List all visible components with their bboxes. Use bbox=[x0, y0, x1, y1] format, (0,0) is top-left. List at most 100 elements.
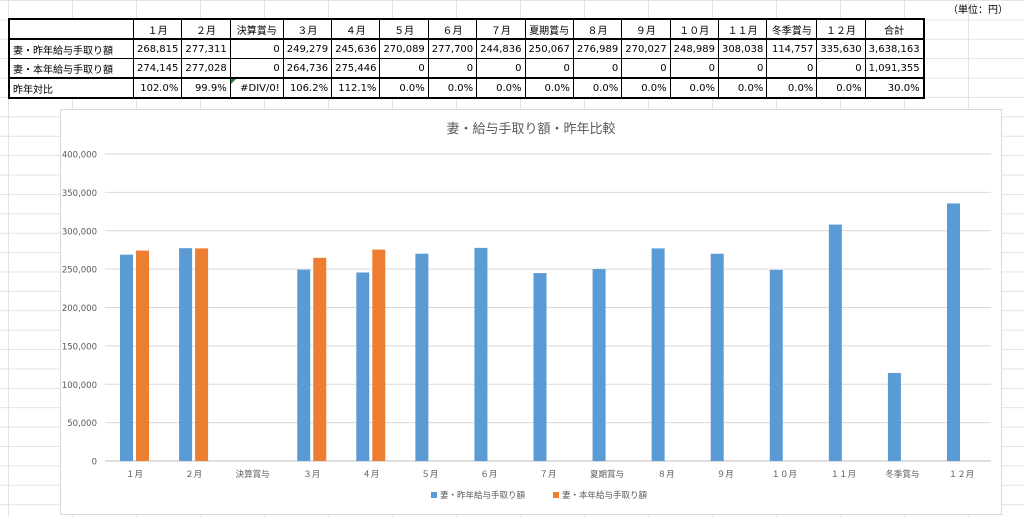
table-cell[interactable]: 0.0% bbox=[621, 77, 671, 99]
table-cell[interactable]: 268,815 bbox=[132, 38, 183, 59]
table-cell[interactable]: 250,067 bbox=[524, 38, 574, 59]
table-cell[interactable]: 0.0% bbox=[816, 77, 866, 99]
bar bbox=[946, 203, 960, 461]
legend-label: 妻・本年給与手取り額 bbox=[562, 490, 648, 501]
x-tick-label: 冬季賞与 bbox=[885, 469, 919, 480]
row-label[interactable]: 妻・昨年給与手取り額 bbox=[8, 38, 134, 59]
column-header[interactable]: ７月 bbox=[476, 18, 526, 40]
column-header[interactable]: １２月 bbox=[816, 18, 866, 40]
x-tick-label: １月 bbox=[126, 470, 143, 480]
x-tick-label: ７月 bbox=[539, 470, 556, 480]
chart-title: 妻・給与手取り額・昨年比較 bbox=[446, 122, 615, 137]
y-tick-label: 200,000 bbox=[62, 304, 97, 314]
table-cell[interactable]: 276,989 bbox=[572, 38, 623, 59]
column-header[interactable]: １０月 bbox=[669, 18, 719, 40]
table-cell[interactable]: 0 bbox=[669, 58, 719, 79]
table-cell[interactable]: 0 bbox=[379, 58, 429, 79]
table-cell[interactable]: 245,636 bbox=[331, 38, 381, 59]
table-cell[interactable]: 0.0% bbox=[476, 77, 526, 99]
bar bbox=[651, 248, 665, 461]
column-header[interactable]: ８月 bbox=[572, 18, 623, 40]
table-row: 妻・昨年給与手取り額 268,815 277,311 0 249,279 245,636 2… bbox=[8, 38, 925, 59]
table-cell[interactable]: 99.9% bbox=[181, 77, 231, 99]
table-cell[interactable]: 106.2% bbox=[282, 77, 333, 99]
table-cell[interactable]: 0.0% bbox=[717, 77, 768, 99]
table-cell[interactable]: 0 bbox=[621, 58, 671, 79]
x-tick-label: ５月 bbox=[421, 470, 438, 480]
column-header[interactable]: ６月 bbox=[427, 18, 478, 40]
table-cell[interactable]: 0 bbox=[766, 58, 818, 79]
table-cell[interactable]: 0.0% bbox=[524, 77, 574, 99]
y-tick-label: 0 bbox=[92, 458, 97, 468]
column-header[interactable]: ２月 bbox=[181, 18, 231, 40]
table-cell[interactable]: 0.0% bbox=[669, 77, 719, 99]
bar bbox=[372, 249, 386, 461]
table-row: 昨年対比 102.0% 99.9% #DIV/0! 106.2% 112.1% 0.0% 0.… bbox=[8, 77, 925, 99]
column-header[interactable]: ５月 bbox=[379, 18, 429, 40]
table-cell[interactable]: 0.0% bbox=[766, 77, 818, 99]
row-label[interactable]: 妻・本年給与手取り額 bbox=[8, 58, 134, 79]
bar bbox=[533, 273, 547, 461]
column-header[interactable]: 決算賞与 bbox=[229, 18, 284, 40]
y-tick-label: 50,000 bbox=[67, 419, 97, 429]
table-cell[interactable]: 112.1% bbox=[331, 77, 381, 99]
table-cell[interactable]: 3,638,163 bbox=[864, 38, 925, 59]
table-cell[interactable]: 0 bbox=[476, 58, 526, 79]
table-cell[interactable]: 270,089 bbox=[379, 38, 429, 59]
chart-area[interactable]: 妻・給与手取り額・昨年比較 0 50,000 100,000 150,000 200,00… bbox=[60, 109, 1002, 515]
table-cell[interactable]: 277,311 bbox=[181, 38, 231, 59]
table-cell[interactable]: 0 bbox=[229, 38, 284, 59]
table-cell[interactable]: 264,736 bbox=[282, 58, 333, 79]
table-cell[interactable]: 102.0% bbox=[132, 77, 183, 99]
x-tick-label: 決算賞与 bbox=[236, 469, 270, 480]
table-cell[interactable]: 335,630 bbox=[816, 38, 866, 59]
table-cell[interactable]: 270,027 bbox=[621, 38, 671, 59]
table-corner-cell[interactable] bbox=[8, 18, 134, 40]
column-header[interactable]: １月 bbox=[132, 18, 183, 40]
row-label[interactable]: 昨年対比 bbox=[8, 77, 134, 99]
bar bbox=[592, 269, 606, 461]
legend-swatch bbox=[431, 492, 437, 498]
column-header[interactable]: 冬季賞与 bbox=[766, 18, 818, 40]
table-cell[interactable]: 277,700 bbox=[427, 38, 478, 59]
bar bbox=[120, 254, 134, 461]
column-header[interactable]: 合計 bbox=[864, 18, 925, 40]
x-tick-label: ６月 bbox=[480, 470, 497, 480]
table-cell[interactable]: 0 bbox=[572, 58, 623, 79]
table-cell[interactable]: 0 bbox=[717, 58, 768, 79]
bar bbox=[769, 269, 783, 461]
table-cell[interactable]: #DIV/0! bbox=[229, 77, 284, 99]
table-cell[interactable]: 244,836 bbox=[476, 38, 526, 59]
table-cell[interactable]: 277,028 bbox=[181, 58, 231, 79]
table-cell[interactable]: 0 bbox=[524, 58, 574, 79]
salary-table: １月 ２月 決算賞与 ３月 ４月 ５月 ６月 ７月 夏期賞与 ８月 ９月 １０月 １１月 冬季賞与 １２月合… bbox=[8, 18, 925, 99]
table-cell[interactable]: 274,145 bbox=[132, 58, 183, 79]
table-cell[interactable]: 0 bbox=[816, 58, 866, 79]
column-header[interactable]: ９月 bbox=[621, 18, 671, 40]
table-cell[interactable]: 249,279 bbox=[282, 38, 333, 59]
table-cell[interactable]: 114,757 bbox=[766, 38, 818, 59]
y-tick-label: 350,000 bbox=[62, 189, 97, 199]
column-header[interactable]: 夏期賞与 bbox=[524, 18, 574, 40]
bar bbox=[297, 269, 311, 461]
column-header[interactable]: １１月 bbox=[717, 18, 768, 40]
table-cell[interactable]: 308,038 bbox=[717, 38, 768, 59]
table-cell[interactable]: 248,989 bbox=[669, 38, 719, 59]
table-cell[interactable]: 275,446 bbox=[331, 58, 381, 79]
table-cell[interactable]: 1,091,355 bbox=[864, 58, 925, 79]
table-cell[interactable]: 0.0% bbox=[379, 77, 429, 99]
table-cell[interactable]: 0 bbox=[229, 58, 284, 79]
column-header[interactable]: ４月 bbox=[331, 18, 381, 40]
table-cell[interactable]: 0.0% bbox=[572, 77, 623, 99]
table-cell[interactable]: 0 bbox=[427, 58, 478, 79]
x-tick-label: １１月 bbox=[831, 470, 857, 480]
bar bbox=[179, 248, 193, 461]
bar bbox=[415, 253, 429, 461]
table-cell[interactable]: 0.0% bbox=[427, 77, 478, 99]
table-cell[interactable]: 30.0% bbox=[864, 77, 925, 99]
x-tick-label: ３月 bbox=[303, 470, 320, 480]
y-tick-label: 400,000 bbox=[62, 151, 97, 161]
column-header[interactable]: ３月 bbox=[282, 18, 333, 40]
x-tick-label: １２月 bbox=[949, 470, 975, 480]
y-tick-label: 300,000 bbox=[62, 227, 97, 237]
